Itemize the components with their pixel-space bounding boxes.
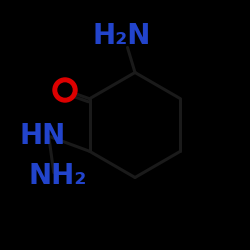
Text: HN: HN	[20, 122, 66, 150]
Text: H₂N: H₂N	[92, 22, 151, 50]
Circle shape	[53, 78, 77, 102]
Text: NH₂: NH₂	[29, 162, 87, 190]
Circle shape	[58, 83, 72, 97]
